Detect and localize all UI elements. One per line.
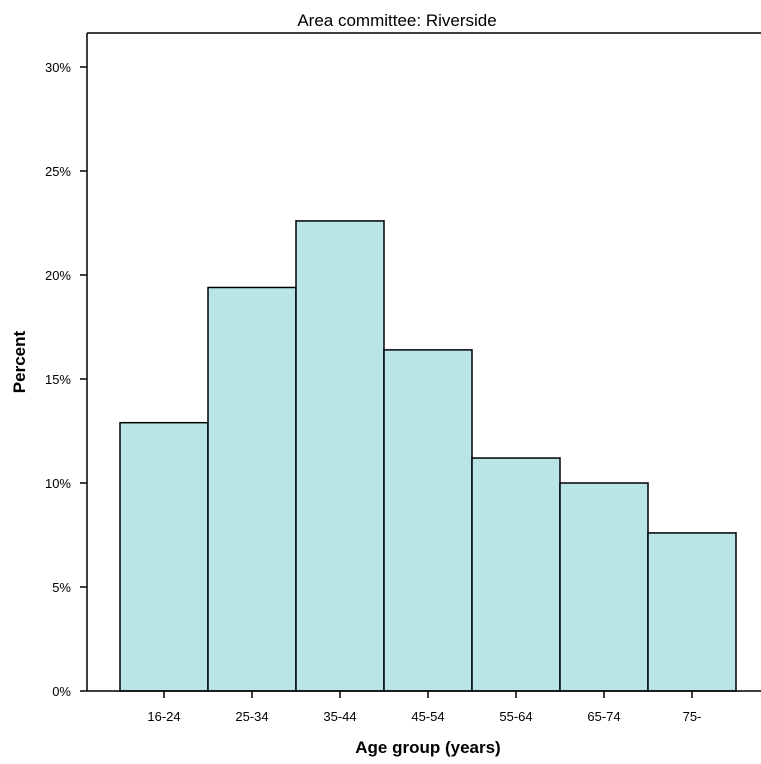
bar-45-54	[383, 349, 473, 692]
bars-group	[119, 220, 737, 692]
bar-25-34	[207, 286, 297, 692]
bar-65-74	[559, 482, 649, 692]
x-tick-label: 25-34	[235, 709, 268, 724]
y-tick-label: 5%	[52, 580, 71, 595]
x-tick-label: 35-44	[323, 709, 356, 724]
bar-16-24	[119, 421, 209, 692]
y-tick-label: 30%	[45, 60, 71, 75]
bar-55-64	[471, 457, 561, 692]
x-axis: 16-24 25-34 35-44 45-54 55-64 65-74 75-	[87, 690, 761, 724]
y-tick-label: 20%	[45, 268, 71, 283]
y-tick-label: 25%	[45, 164, 71, 179]
y-tick-label: 0%	[52, 684, 71, 699]
x-tick-label: 75-	[683, 709, 702, 724]
y-tick-label: 10%	[45, 476, 71, 491]
bar-35-44	[295, 220, 385, 692]
x-tick-label: 55-64	[499, 709, 532, 724]
y-axis: 0% 5% 10% 15% 20% 25% 30%	[45, 32, 761, 699]
x-axis-title: Age group (years)	[355, 738, 500, 757]
x-tick-label: 45-54	[411, 709, 444, 724]
y-axis-title: Percent	[10, 330, 29, 393]
bar-75-	[647, 532, 737, 692]
chart-title: Area committee: Riverside	[297, 11, 496, 30]
y-tick-label: 15%	[45, 372, 71, 387]
x-tick-label: 65-74	[587, 709, 620, 724]
x-tick-label: 16-24	[147, 709, 180, 724]
